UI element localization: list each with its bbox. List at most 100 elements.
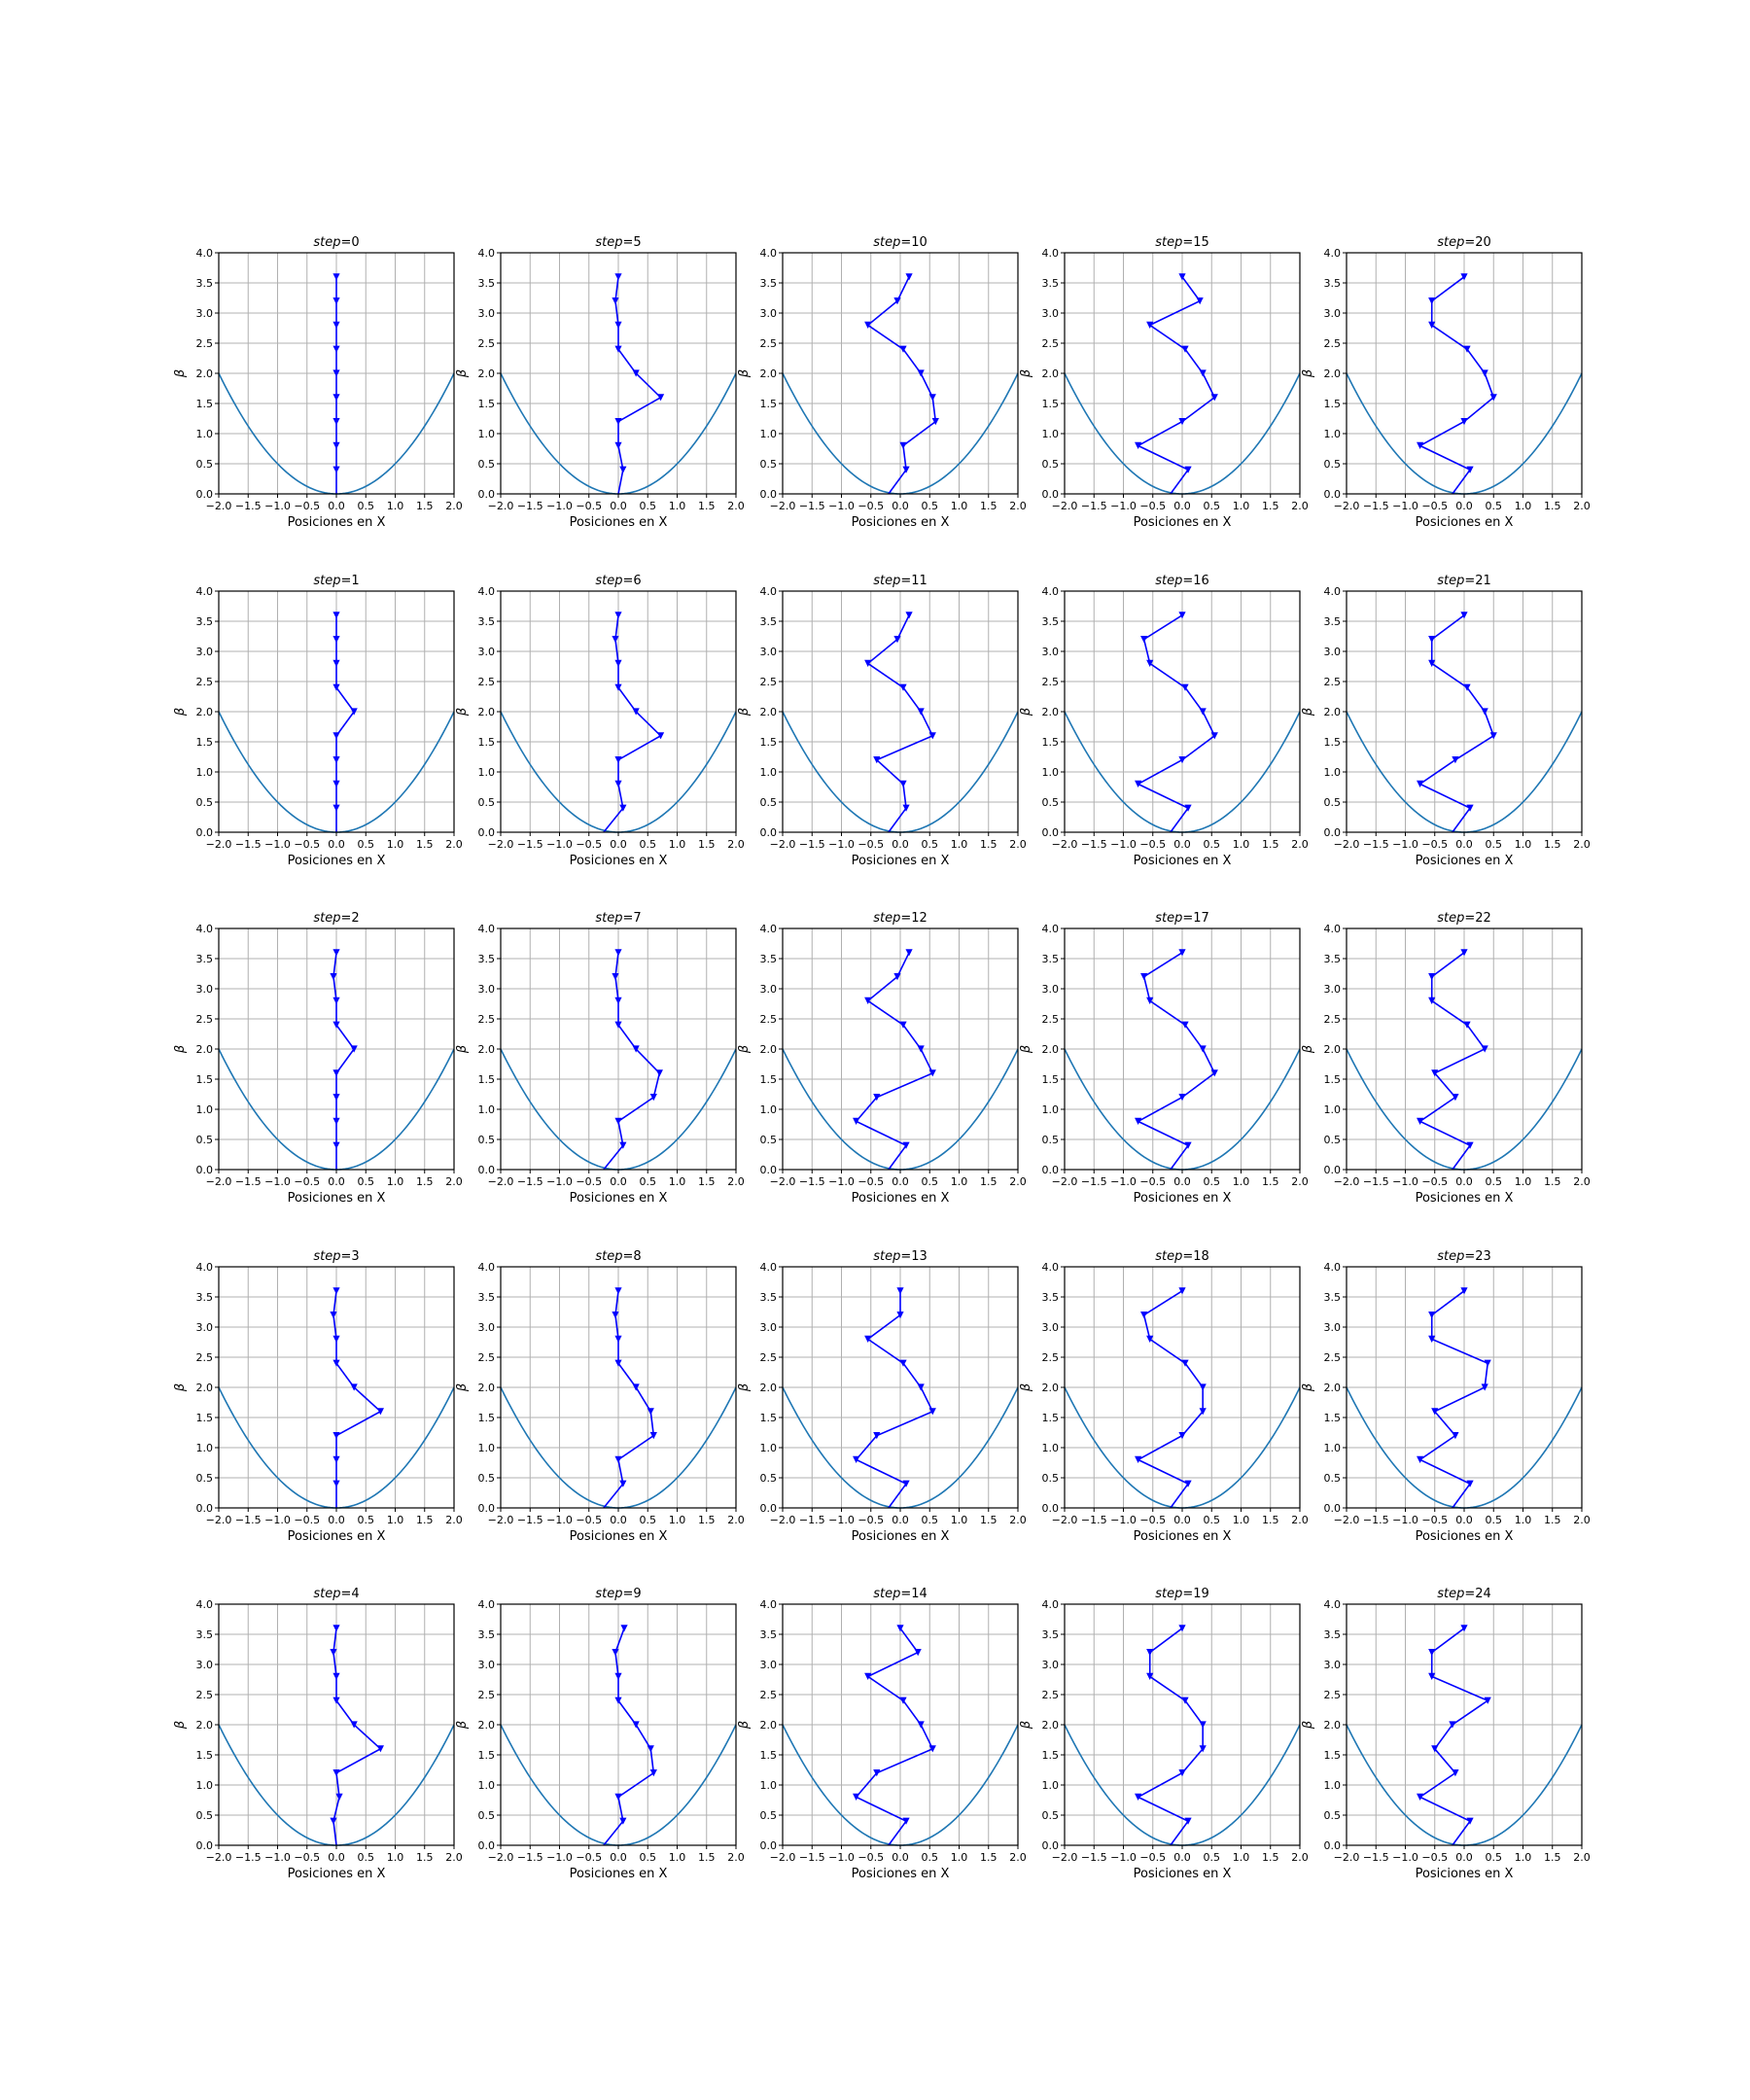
- x-tick-label: 1.5: [416, 838, 434, 851]
- panel-title: step=15: [1155, 235, 1209, 250]
- x-tick-label: −0.5: [1139, 1175, 1166, 1188]
- y-tick-label: 1.5: [478, 1073, 496, 1086]
- x-tick-label: −2.0: [1334, 500, 1360, 512]
- x-tick-label: −1.5: [235, 1514, 262, 1526]
- y-tick-label: 3.5: [1324, 277, 1342, 290]
- trajectory-marker: [332, 1359, 340, 1367]
- trajectory-marker: [376, 1745, 384, 1753]
- x-tick-label: −0.5: [1421, 838, 1448, 851]
- x-tick-label: −2.0: [1334, 1514, 1360, 1526]
- trajectory-marker: [656, 732, 665, 740]
- y-axis-label: β: [455, 1045, 470, 1054]
- y-tick-label: 1.5: [1324, 1073, 1342, 1086]
- trajectory-marker: [656, 394, 665, 402]
- x-tick-label: −1.5: [517, 1851, 543, 1864]
- y-tick-label: 3.5: [1042, 1628, 1060, 1641]
- x-axis-label: Posiciones en X: [1416, 1529, 1514, 1544]
- x-tick-label: 1.0: [669, 1851, 686, 1864]
- grid-lines: [500, 252, 737, 495]
- x-tick-label: 2.0: [1009, 838, 1027, 851]
- y-tick-label: 1.5: [1042, 1073, 1060, 1086]
- x-tick-label: −1.0: [1110, 1514, 1137, 1526]
- y-tick-label: 2.0: [478, 706, 496, 718]
- y-tick-label: 0.5: [1042, 1472, 1060, 1485]
- x-axis-label: Posiciones en X: [1416, 1867, 1514, 1881]
- y-tick-label: 2.0: [760, 368, 778, 380]
- y-tick-label: 2.5: [760, 1013, 778, 1026]
- y-tick-label: 3.5: [760, 277, 778, 290]
- grid-lines: [500, 1603, 737, 1846]
- y-tick-label: 3.0: [760, 1659, 778, 1671]
- panel-2: −2.0 −1.5 −1.0 −0.5 0.0 0.5 1.0 1.5 2.0 0.0 0.5 1.0…: [173, 911, 463, 1206]
- x-tick-label: 2.0: [1573, 1175, 1591, 1188]
- y-tick-label: 1.0: [1042, 1103, 1060, 1116]
- y-tick-label: 3.0: [1324, 1321, 1342, 1334]
- trajectory-marker: [1428, 298, 1436, 305]
- panel-16: −2.0 −1.5 −1.0 −0.5 0.0 0.5 1.0 1.5 2.0 0.0 0.5 1.0…: [1019, 574, 1309, 868]
- y-tick-label: 2.0: [1042, 1043, 1060, 1056]
- x-tick-label: 1.5: [980, 1851, 998, 1864]
- y-tick-label: 1.5: [1324, 1412, 1342, 1424]
- trajectory-marker: [1199, 708, 1207, 716]
- y-tick-label: 1.0: [1042, 1779, 1060, 1792]
- y-tick-label: 3.0: [196, 983, 214, 996]
- y-tick-label: 1.0: [760, 428, 778, 440]
- trajectory-marker: [1484, 1359, 1491, 1367]
- x-tick-label: −2.0: [770, 838, 796, 851]
- trajectory-marker: [1146, 1672, 1154, 1680]
- x-tick-label: −2.0: [770, 500, 796, 512]
- trajectory-marker: [1178, 949, 1186, 957]
- panel-0: −2.0 −1.5 −1.0 −0.5 0.0 0.5 1.0 1.5 2.0 0.0 0.5 1.0…: [173, 235, 463, 530]
- x-tick-label: 1.5: [698, 838, 716, 851]
- x-tick-label: 2.0: [445, 500, 463, 512]
- y-tick-label: 1.5: [1324, 398, 1342, 410]
- x-tick-label: 0.0: [1455, 1514, 1473, 1526]
- y-tick-label: 3.5: [196, 953, 214, 965]
- trajectory-marker: [1199, 1045, 1207, 1053]
- x-tick-label: 0.5: [358, 1514, 375, 1526]
- trajectory-marker: [917, 1721, 925, 1729]
- trajectory-marker: [902, 1817, 910, 1825]
- trajectory-marker: [928, 732, 936, 740]
- x-tick-label: −0.5: [1139, 1514, 1166, 1526]
- x-tick-label: −2.0: [770, 1514, 796, 1526]
- y-tick-label: 0.0: [1324, 1164, 1342, 1176]
- x-tick-label: −1.5: [1081, 1851, 1107, 1864]
- y-axis-label: β: [1301, 708, 1315, 717]
- x-tick-label: −2.0: [206, 1514, 232, 1526]
- y-tick-label: 1.5: [196, 1412, 214, 1424]
- panel-13: −2.0 −1.5 −1.0 −0.5 0.0 0.5 1.0 1.5 2.0 0.0 0.5 1.0…: [737, 1249, 1027, 1544]
- trajectory-marker: [332, 997, 340, 1004]
- x-tick-label: 1.0: [951, 1851, 968, 1864]
- y-tick-label: 1.0: [760, 1442, 778, 1454]
- panel-9: −2.0 −1.5 −1.0 −0.5 0.0 0.5 1.0 1.5 2.0 0.0 0.5 1.0…: [455, 1587, 745, 1881]
- trajectory-marker: [619, 1141, 627, 1149]
- x-tick-label: −0.5: [1421, 1175, 1448, 1188]
- x-tick-label: −2.0: [206, 500, 232, 512]
- y-tick-label: 3.0: [1042, 983, 1060, 996]
- trajectory-marker: [332, 1769, 340, 1777]
- y-tick-label: 0.5: [1042, 1134, 1060, 1146]
- trajectory-marker: [1181, 345, 1189, 353]
- x-tick-label: 1.5: [1262, 1851, 1279, 1864]
- x-tick-label: 0.0: [892, 1175, 909, 1188]
- y-tick-label: 0.5: [1042, 1809, 1060, 1822]
- x-tick-label: 1.0: [1515, 1851, 1532, 1864]
- trajectory-marker: [1466, 1480, 1474, 1488]
- x-tick-label: 0.5: [1204, 1514, 1221, 1526]
- y-tick-label: 0.5: [760, 1134, 778, 1146]
- x-axis-label: Posiciones en X: [1134, 1867, 1232, 1881]
- trajectory-marker: [614, 321, 622, 329]
- trajectory-marker: [928, 1745, 936, 1753]
- x-tick-label: −2.0: [1052, 500, 1078, 512]
- x-tick-label: 0.5: [1204, 1851, 1221, 1864]
- x-tick-label: 2.0: [1291, 838, 1309, 851]
- y-tick-label: 0.5: [760, 796, 778, 809]
- x-tick-label: −1.0: [1110, 500, 1137, 512]
- trajectory-marker: [332, 756, 340, 764]
- panel-3: −2.0 −1.5 −1.0 −0.5 0.0 0.5 1.0 1.5 2.0 0.0 0.5 1.0…: [173, 1249, 463, 1544]
- y-tick-label: 0.5: [196, 458, 214, 471]
- y-tick-label: 0.5: [760, 1809, 778, 1822]
- trajectory-marker: [614, 1287, 622, 1295]
- x-tick-label: 2.0: [445, 1175, 463, 1188]
